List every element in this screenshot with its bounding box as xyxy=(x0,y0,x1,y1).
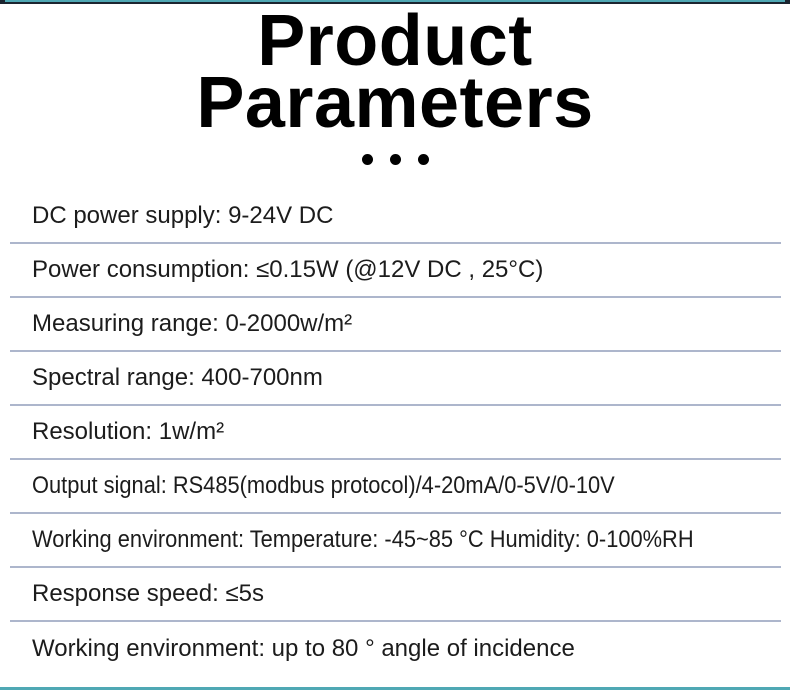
parameters-list: DC power supply: 9-24V DC Power consumpti… xyxy=(10,190,781,676)
dot-icon xyxy=(417,154,429,165)
parameter-text: Output signal: RS485(modbus protocol)/4-… xyxy=(32,472,615,499)
parameter-row: Power consumption: ≤0.15W (@12V DC , 25°… xyxy=(10,244,781,298)
parameter-row: Working environment: up to 80 ° angle of… xyxy=(10,622,781,676)
parameter-row: Response speed: ≤5s xyxy=(10,568,781,622)
bottom-accent-line xyxy=(0,687,790,690)
parameter-row: Working environment: Temperature: -45~85… xyxy=(10,514,781,568)
parameter-text: DC power supply: 9-24V DC xyxy=(32,202,334,229)
parameter-row: Output signal: RS485(modbus protocol)/4-… xyxy=(10,460,781,514)
page-title: Product Parameters xyxy=(0,1,790,143)
parameter-text: Measuring range: 0-2000w/m² xyxy=(32,310,353,337)
page-title-line2: Parameters xyxy=(196,63,594,143)
parameter-row: Measuring range: 0-2000w/m² xyxy=(10,298,781,352)
parameter-text: Working environment: Temperature: -45~85… xyxy=(32,526,694,553)
top-accent-bar xyxy=(0,0,790,4)
three-dots-icon xyxy=(0,154,790,165)
parameter-text: Working environment: up to 80 ° angle of… xyxy=(32,635,575,662)
parameter-text: Resolution: 1w/m² xyxy=(32,418,225,445)
page-title-line1: Product xyxy=(257,1,533,81)
parameter-row: DC power supply: 9-24V DC xyxy=(10,190,781,244)
parameter-text: Spectral range: 400-700nm xyxy=(32,364,323,391)
dot-icon xyxy=(389,154,401,165)
dot-icon xyxy=(361,154,373,165)
parameter-row: Resolution: 1w/m² xyxy=(10,406,781,460)
parameter-text: Power consumption: ≤0.15W (@12V DC , 25°… xyxy=(32,256,544,283)
parameter-row: Spectral range: 400-700nm xyxy=(10,352,781,406)
parameter-text: Response speed: ≤5s xyxy=(32,580,264,607)
